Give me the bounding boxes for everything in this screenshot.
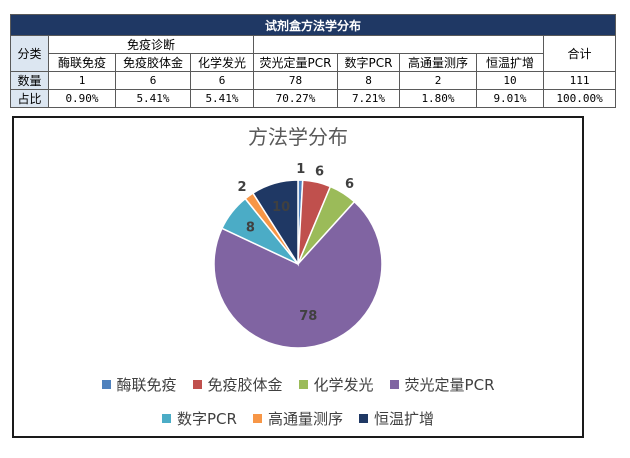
legend-item: 化学发光 — [298, 374, 374, 395]
empty-group-header — [253, 35, 544, 54]
column-header: 化学发光 — [190, 53, 254, 72]
data-label: 6 — [345, 177, 354, 192]
column-header: 高通量测序 — [399, 53, 477, 72]
data-label: 8 — [246, 221, 255, 236]
table-row: 数量 1 6 6 78 8 2 10 111 — [10, 71, 617, 90]
data-label: 1 — [296, 162, 305, 177]
count-row-label: 数量 — [10, 71, 49, 90]
count-cell: 2 — [399, 71, 477, 90]
ratio-row-label: 占比 — [10, 89, 49, 108]
table-title: 试剂盒方法学分布 — [9, 14, 617, 36]
ratio-cell: 1.80% — [399, 89, 477, 108]
legend-swatch — [252, 414, 262, 423]
ratio-cell: 9.01% — [476, 89, 544, 108]
legend-row: 数字PCR 高通量测序 恒温扩增 — [14, 408, 582, 429]
legend-item: 数字PCR — [162, 408, 237, 429]
count-cell: 6 — [115, 71, 191, 90]
legend-label: 化学发光 — [313, 376, 374, 394]
count-cell: 10 — [476, 71, 544, 90]
legend-swatch — [162, 414, 171, 423]
count-cell: 78 — [253, 71, 338, 90]
legend-item: 酶联免疫 — [101, 374, 177, 395]
legend-label: 高通量测序 — [267, 410, 343, 428]
legend-label: 酶联免疫 — [116, 376, 177, 394]
legend-item: 高通量测序 — [252, 408, 343, 429]
legend-swatch — [389, 380, 399, 389]
data-label: 2 — [237, 180, 246, 195]
column-header: 免疫胶体金 — [115, 53, 191, 72]
legend-label: 恒温扩增 — [373, 410, 434, 428]
pie-slice — [213, 200, 383, 349]
legend-swatch — [358, 414, 368, 423]
legend-row: 酶联免疫 免疫胶体金 化学发光 荧光定量PCR — [14, 374, 582, 395]
column-header: 恒温扩增 — [476, 53, 544, 72]
table-row: 占比 0.90% 5.41% 5.41% 70.27% 7.21% 1.80% … — [10, 89, 617, 108]
count-total-cell: 111 — [542, 71, 617, 90]
legend-swatch — [192, 380, 202, 389]
ratio-cell: 0.90% — [48, 89, 116, 108]
data-label: 6 — [315, 164, 324, 179]
pie-slice — [251, 179, 299, 267]
immunodiagnosis-group-header: 免疫诊断 — [48, 35, 254, 54]
ratio-total-cell: 100.00% — [542, 89, 617, 108]
chart-title: 方法学分布 — [248, 125, 348, 149]
total-header: 合计 — [542, 35, 617, 72]
column-header: 数字PCR — [337, 53, 400, 72]
legend-item: 恒温扩增 — [358, 408, 434, 429]
count-cell: 1 — [48, 71, 116, 90]
ratio-cell: 5.41% — [115, 89, 191, 108]
legend-swatch — [101, 380, 111, 389]
legend-swatch — [298, 380, 308, 389]
category-header: 分类 — [10, 35, 49, 72]
column-header: 酶联免疫 — [48, 53, 116, 72]
ratio-cell: 5.41% — [190, 89, 254, 108]
pie-chart-panel: 方法学分布 1 6 6 78 8 2 10 酶联免疫 免疫胶体金 化学发光 荧光定量PCR 数字PC… — [12, 116, 584, 438]
legend-item: 免疫胶体金 — [192, 374, 283, 395]
count-cell: 8 — [337, 71, 400, 90]
data-label: 10 — [272, 200, 290, 215]
column-header: 荧光定量PCR — [253, 53, 338, 72]
legend-label: 免疫胶体金 — [207, 376, 283, 394]
legend-label: 数字PCR — [177, 410, 237, 428]
legend-item: 荧光定量PCR — [389, 374, 495, 395]
count-cell: 6 — [190, 71, 254, 90]
ratio-cell: 70.27% — [253, 89, 338, 108]
legend-label: 荧光定量PCR — [404, 376, 495, 394]
method-distribution-table: 试剂盒方法学分布 分类 免疫诊断 合计 酶联免疫 免疫胶体金 化学发光 荧光定量… — [9, 14, 617, 108]
data-label: 78 — [299, 309, 317, 324]
ratio-cell: 7.21% — [337, 89, 400, 108]
